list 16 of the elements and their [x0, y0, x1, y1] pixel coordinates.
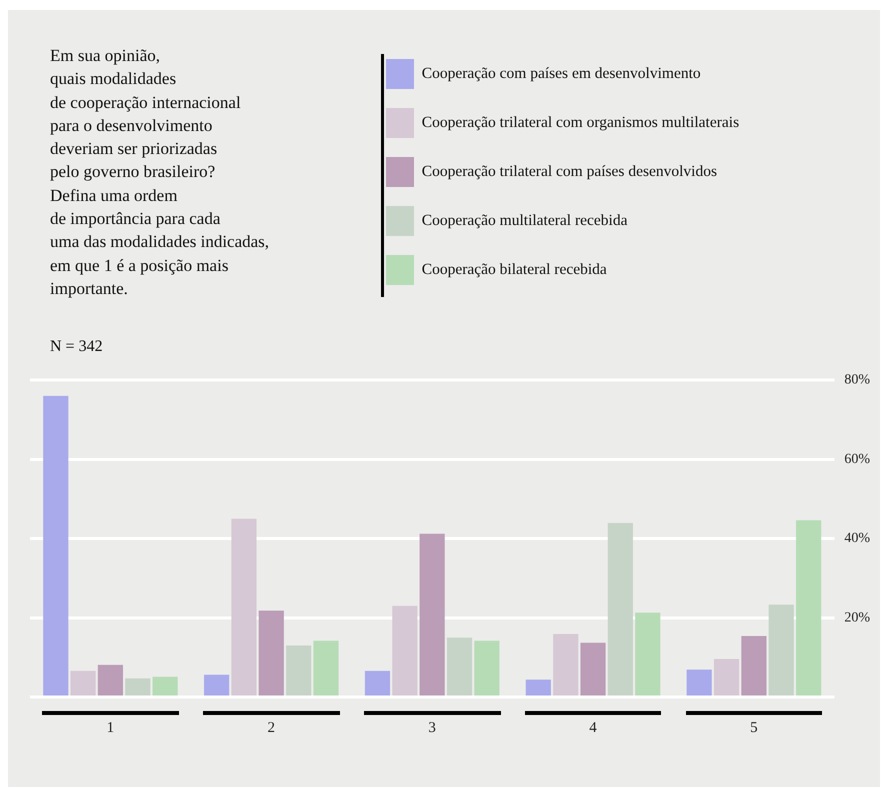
legend-label: Cooperação trilateral com organismos multilaterais [422, 114, 740, 132]
legend-label: Cooperação multilateral recebida [422, 212, 628, 230]
legend-label: Cooperação trilateral com países desenvolvidos [422, 163, 718, 180]
x-tick-label: 4 [589, 720, 598, 736]
y-tick-label: 80% [844, 372, 870, 388]
legend-label: Cooperação com países em desenvolvimento [422, 65, 701, 82]
y-tick-label: 60% [844, 452, 870, 467]
x-tick-label: 2 [268, 720, 276, 736]
x-tick-label: 1 [106, 720, 114, 736]
x-tick-label: 5 [750, 720, 758, 736]
legend-label: Cooperação bilateral recebida [422, 261, 607, 278]
chart-subtitle: N = 342 [50, 338, 103, 356]
y-tick-label: 40% [844, 531, 870, 546]
y-tick-label: 20% [844, 610, 870, 626]
chart-title: Em sua opinião, quais modalidades de cooperação internacional para o desenvolvimento deveriam ser priorizadas pelo governo brasileiro? Defina uma ordem de importância para cada uma das modalidades indicadas, em que 1 é a posição mais importante. [50, 46, 270, 298]
x-tick-label: 3 [428, 720, 436, 736]
